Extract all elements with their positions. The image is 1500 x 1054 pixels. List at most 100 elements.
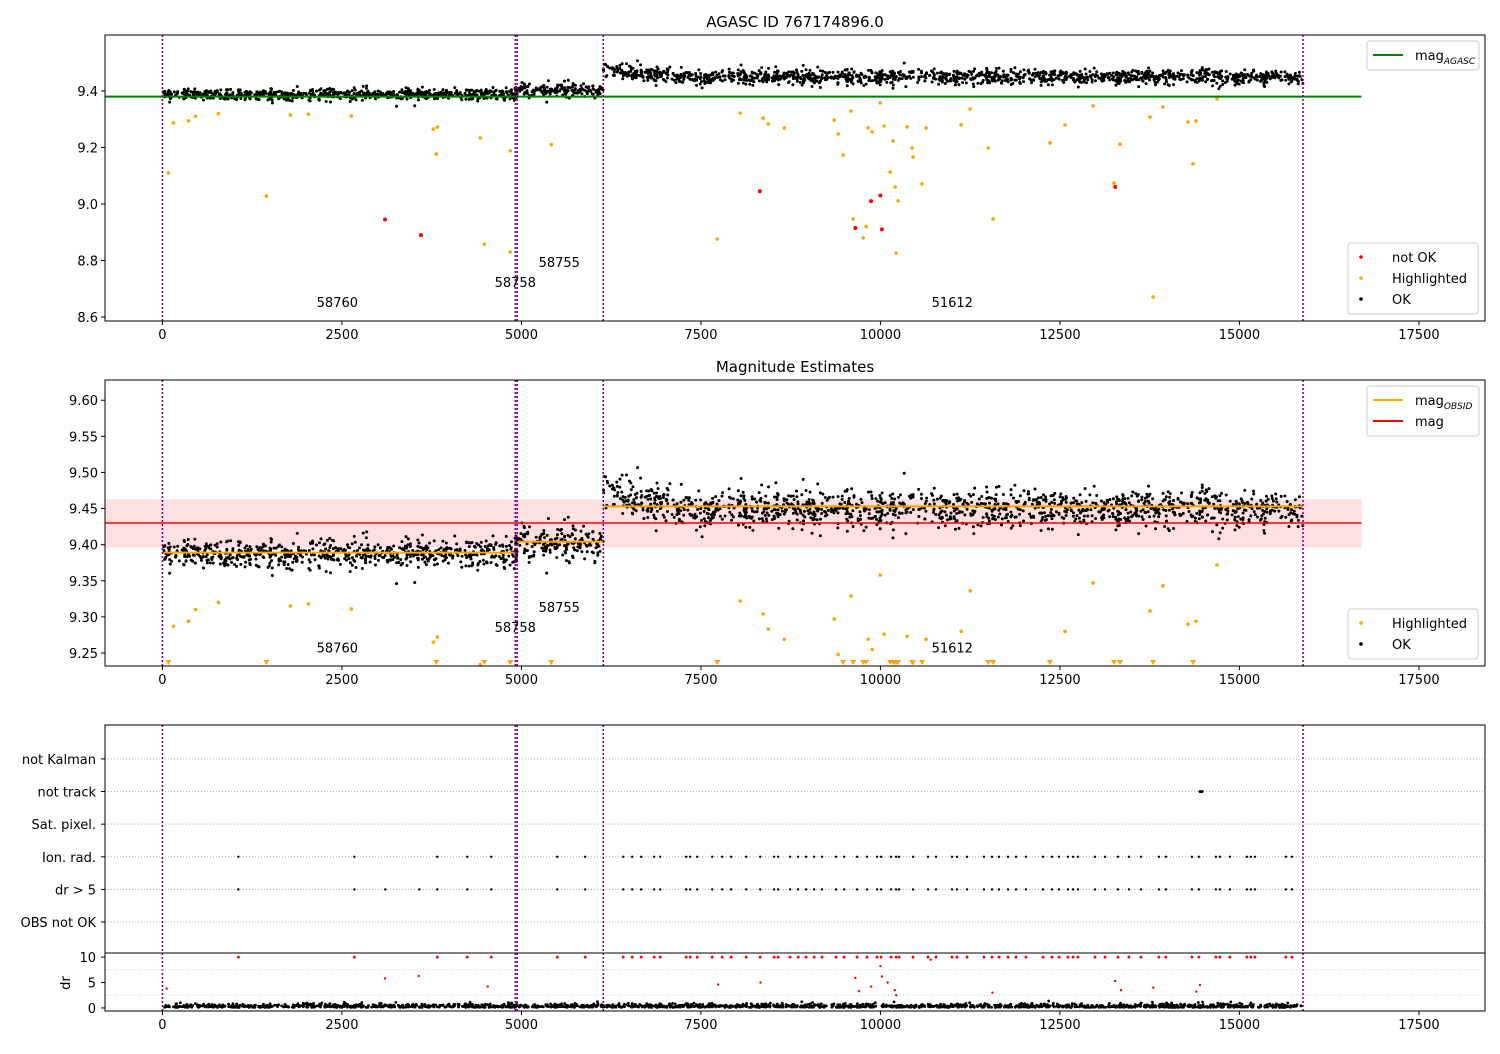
ok-point — [812, 72, 815, 75]
ion-rad-flag — [1058, 856, 1060, 858]
ok-point — [522, 86, 525, 89]
ok-point — [1163, 498, 1166, 501]
ok-point — [349, 570, 352, 573]
ok-point — [1096, 74, 1099, 77]
ok-point — [906, 77, 909, 80]
ion-rad-flag — [956, 856, 958, 858]
ok-point — [996, 502, 999, 505]
legend-label-subscript: OBSID — [1444, 402, 1473, 412]
ok-point — [188, 555, 191, 558]
ok-point — [934, 513, 937, 516]
ok-point — [296, 532, 299, 535]
ok-point — [1237, 515, 1240, 518]
ok-point — [553, 546, 556, 549]
ion-rad-flag — [1025, 856, 1027, 858]
dr-gt-5-flag — [991, 888, 993, 890]
y-tick-label: 9.25 — [69, 647, 98, 662]
ok-point — [583, 89, 586, 92]
dr-gt-5-flag — [711, 888, 713, 890]
highlighted-point — [991, 217, 995, 221]
ok-point — [325, 100, 328, 103]
ok-point — [192, 547, 195, 550]
ok-point — [1124, 508, 1127, 511]
ok-point — [608, 484, 611, 487]
ok-point — [1167, 83, 1170, 86]
ok-point — [219, 540, 222, 543]
ok-point — [1148, 493, 1151, 496]
ion-rad-flag — [1117, 856, 1119, 858]
ok-point — [1198, 517, 1201, 520]
ok-point — [687, 499, 690, 502]
ok-point — [299, 554, 302, 557]
ok-point — [1263, 532, 1266, 535]
ok-point — [464, 549, 467, 552]
ok-point — [751, 84, 754, 87]
ok-point — [1201, 79, 1204, 82]
highlighted-point — [888, 170, 892, 174]
ok-point — [1191, 69, 1194, 72]
ok-point — [192, 553, 195, 556]
ok-point — [296, 559, 299, 562]
ok-point — [440, 546, 443, 549]
ok-point — [1135, 507, 1138, 510]
ok-point — [1103, 73, 1106, 76]
ok-point — [502, 554, 505, 557]
highlighted-point — [891, 139, 895, 143]
ok-point — [657, 487, 660, 490]
dr-gt-5-flag — [805, 888, 807, 890]
ok-point — [377, 90, 380, 93]
highlighted-point — [782, 637, 786, 641]
ok-point — [433, 539, 436, 542]
ok-point — [1127, 516, 1130, 519]
ok-point — [1136, 495, 1139, 498]
ok-point — [539, 86, 542, 89]
ok-point — [519, 532, 522, 535]
ok-point — [739, 73, 742, 76]
ok-point — [722, 74, 725, 77]
highlighted-point — [350, 114, 354, 118]
ok-point — [297, 90, 300, 93]
ok-point — [824, 515, 827, 518]
ok-point — [324, 548, 327, 551]
ok-point — [1234, 516, 1237, 519]
dr-gt-5-flag — [436, 888, 438, 890]
ion-rad-flag — [689, 856, 691, 858]
ok-point — [1032, 515, 1035, 518]
dr-gt-5-flag — [696, 888, 698, 890]
dr-gt-5-flag — [418, 888, 420, 890]
ok-point — [995, 486, 998, 489]
ok-point — [805, 489, 808, 492]
ok-point — [984, 73, 987, 76]
ion-rad-flag — [1077, 856, 1079, 858]
ion-rad-flag — [1072, 856, 1074, 858]
ok-point — [377, 543, 380, 546]
ok-point — [1123, 71, 1126, 74]
ok-point — [1242, 512, 1245, 515]
ok-point — [1040, 496, 1043, 499]
ok-point — [982, 516, 985, 519]
ok-point — [1165, 71, 1168, 74]
ok-point — [412, 554, 415, 557]
ok-point — [814, 513, 817, 516]
ok-point — [740, 64, 743, 67]
ok-point — [890, 73, 893, 76]
ok-point — [1000, 524, 1003, 527]
ok-point — [1296, 78, 1299, 81]
ok-point — [961, 77, 964, 80]
ok-point — [1225, 493, 1228, 496]
ok-point — [699, 72, 702, 75]
dr-gt-5-flag — [813, 888, 815, 890]
ok-point — [904, 532, 907, 535]
x-tick-label: 10000 — [860, 673, 901, 688]
ok-point — [1266, 511, 1269, 514]
ok-point — [665, 499, 668, 502]
ok-point — [1198, 76, 1201, 79]
ok-point — [836, 511, 839, 514]
ok-point — [917, 78, 920, 81]
ok-point — [646, 516, 649, 519]
ok-point — [867, 517, 870, 520]
ok-point — [813, 80, 816, 83]
ok-point — [1059, 70, 1062, 73]
ok-point — [286, 555, 289, 558]
highlighted-point — [924, 126, 928, 130]
